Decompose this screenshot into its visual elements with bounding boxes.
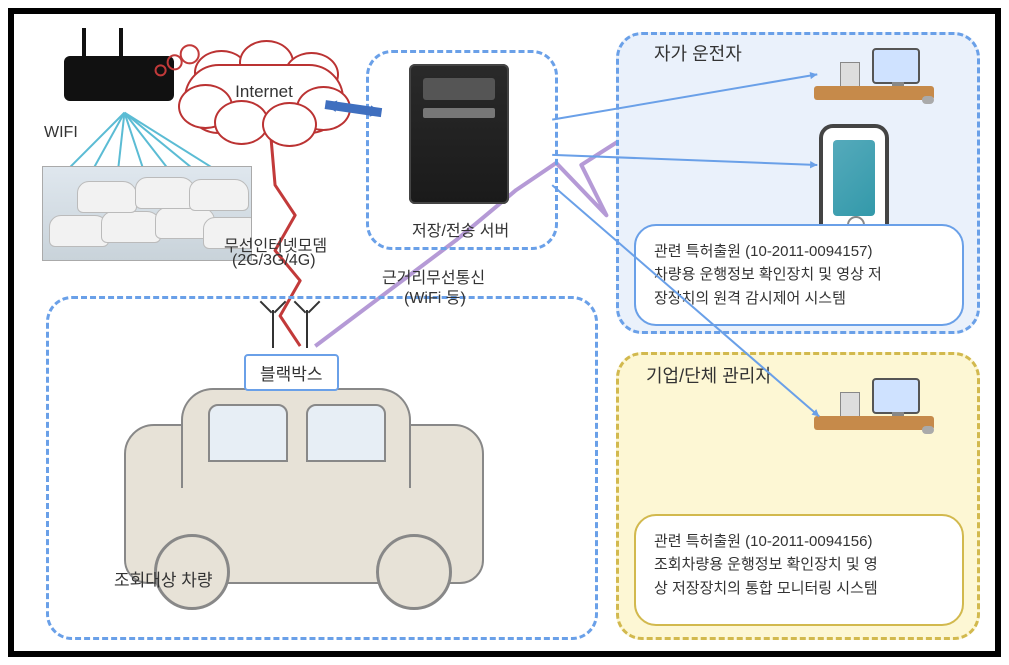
patent1-line2: 차량용 운행정보 확인장치 및 영상 저 bbox=[654, 263, 944, 286]
diagram-frame: WIFI Internet 저장/전송 서버 자가 운전자 bbox=[8, 8, 1001, 657]
patent1-line3: 장장치의 원격 감시제어 시스템 bbox=[654, 287, 944, 310]
desk-icon-2 bbox=[814, 384, 934, 464]
antenna-icon-2 bbox=[306, 310, 308, 348]
router-icon bbox=[64, 56, 174, 101]
patent-box-1: 관련 특허출원 (10-2011-0094157) 차량용 운행정보 확인장치 … bbox=[634, 224, 964, 326]
desk-icon bbox=[814, 54, 934, 134]
server-caption: 저장/전송 서버 bbox=[412, 217, 509, 241]
parked-cars-icon bbox=[42, 166, 252, 261]
corp-admin-title: 기업/단체 관리자 bbox=[646, 362, 772, 388]
internet-label: Internet bbox=[184, 82, 344, 102]
diagram-canvas: WIFI Internet 저장/전송 서버 자가 운전자 bbox=[14, 14, 995, 651]
modem-label-2: (2G/3G/4G) bbox=[232, 252, 316, 270]
blackbox-label: 블랙박스 bbox=[244, 354, 339, 391]
patent2-line2: 조회차량용 운행정보 확인장치 및 영 bbox=[654, 553, 944, 576]
shortrange-label-2: (WiFi 등) bbox=[404, 284, 466, 308]
patent2-line3: 상 저장장치의 통합 모니터링 시스템 bbox=[654, 577, 944, 600]
patent1-line1: 관련 특허출원 (10-2011-0094157) bbox=[654, 240, 944, 263]
wifi-label: WIFI bbox=[44, 124, 78, 142]
server-icon bbox=[409, 64, 509, 204]
internet-cloud-icon: Internet bbox=[184, 54, 344, 134]
target-vehicle-label: 조회대상 차량 bbox=[114, 566, 213, 591]
patent-box-2: 관련 특허출원 (10-2011-0094156) 조회차량용 운행정보 확인장… bbox=[634, 514, 964, 626]
self-driver-title: 자가 운전자 bbox=[654, 40, 742, 66]
antenna-icon bbox=[272, 310, 274, 348]
patent2-line1: 관련 특허출원 (10-2011-0094156) bbox=[654, 530, 944, 553]
